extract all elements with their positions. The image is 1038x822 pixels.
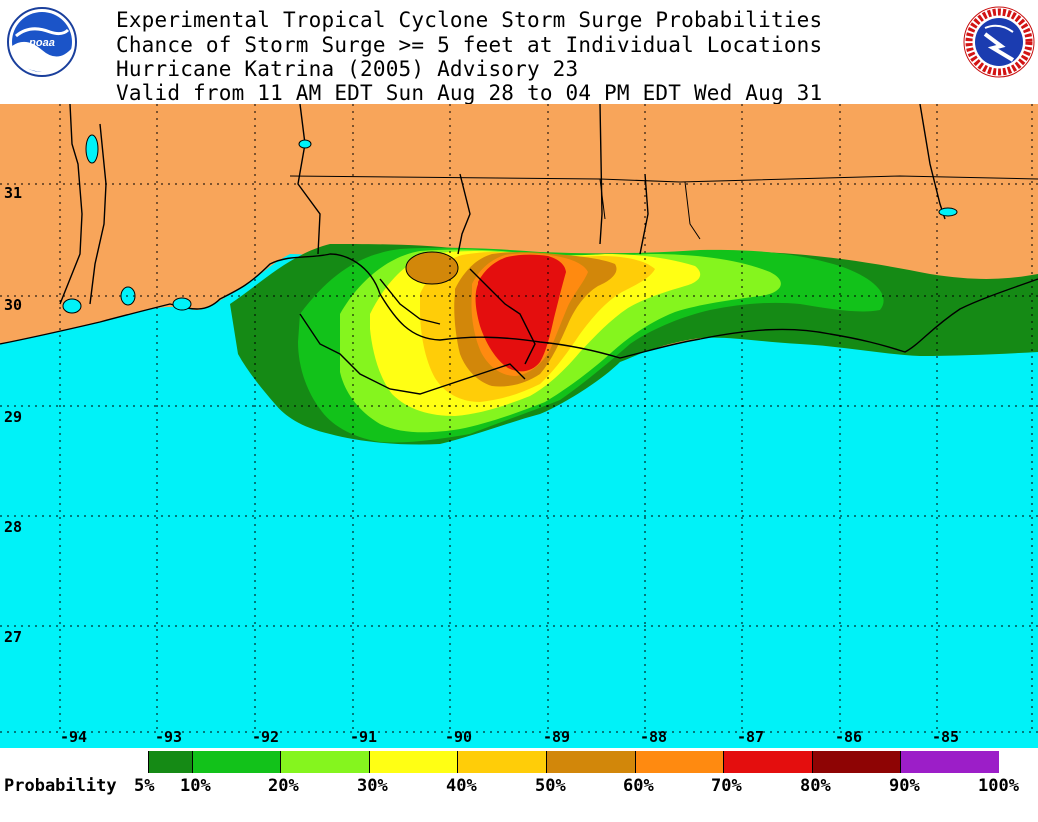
lon-label-88: -88 xyxy=(640,728,667,746)
surge-probability-map: 31 30 29 28 27 -94 -93 -92 -91 -90 -89 -… xyxy=(0,104,1038,748)
lake-pontchartrain xyxy=(405,251,459,285)
legend-label-100: 100% xyxy=(978,776,1019,796)
lon-label-92: -92 xyxy=(252,728,279,746)
legend-label-80: 80% xyxy=(800,776,831,796)
legend-swatch-70 xyxy=(723,751,813,773)
header: noaa Experimental Tropical Cyclone Storm… xyxy=(0,0,1038,105)
lon-label-86: -86 xyxy=(835,728,862,746)
legend-label-70: 70% xyxy=(711,776,742,796)
lat-lon-grid xyxy=(0,104,1038,733)
lat-label-29: 29 xyxy=(4,408,22,426)
noaa-logo: noaa xyxy=(6,6,78,82)
lat-label-30: 30 xyxy=(4,296,22,314)
legend-label-50: 50% xyxy=(535,776,566,796)
svg-text:noaa: noaa xyxy=(29,37,55,49)
legend-swatch-20 xyxy=(280,751,370,773)
legend-title: Probability xyxy=(4,776,117,796)
legend-swatch-90 xyxy=(900,751,999,773)
title-line-1: Experimental Tropical Cyclone Storm Surg… xyxy=(116,8,823,32)
lon-label-91: -91 xyxy=(350,728,377,746)
legend-label-30: 30% xyxy=(357,776,388,796)
lon-label-89: -89 xyxy=(543,728,570,746)
lat-label-31: 31 xyxy=(4,184,22,202)
lon-label-87: -87 xyxy=(737,728,764,746)
legend-swatch-80 xyxy=(812,751,901,773)
legend-label-90: 90% xyxy=(889,776,920,796)
legend-swatch-50 xyxy=(546,751,636,773)
legend-label-10: 10% xyxy=(180,776,211,796)
legend-label-5: 5% xyxy=(134,776,155,796)
lon-label-90: -90 xyxy=(445,728,472,746)
lon-label-94: -94 xyxy=(60,728,87,746)
legend-swatch-30 xyxy=(369,751,458,773)
state-borders xyxy=(289,175,1038,240)
lon-label-93: -93 xyxy=(155,728,182,746)
lon-label-85: -85 xyxy=(932,728,959,746)
legend-swatch-60 xyxy=(635,751,724,773)
legend-label-20: 20% xyxy=(268,776,299,796)
title-line-2: Chance of Storm Surge >= 5 feet at Indiv… xyxy=(116,33,823,57)
legend-label-40: 40% xyxy=(446,776,477,796)
legend-swatch-40 xyxy=(457,751,547,773)
nws-logo xyxy=(963,6,1035,82)
lat-label-28: 28 xyxy=(4,518,22,536)
legend-swatch-10 xyxy=(192,751,281,773)
lat-label-27: 27 xyxy=(4,628,22,646)
legend-swatch-5 xyxy=(148,751,193,773)
legend-label-60: 60% xyxy=(623,776,654,796)
title-line-3: Hurricane Katrina (2005) Advisory 23 xyxy=(116,57,579,81)
title-line-4: Valid from 11 AM EDT Sun Aug 28 to 04 PM… xyxy=(116,81,823,105)
